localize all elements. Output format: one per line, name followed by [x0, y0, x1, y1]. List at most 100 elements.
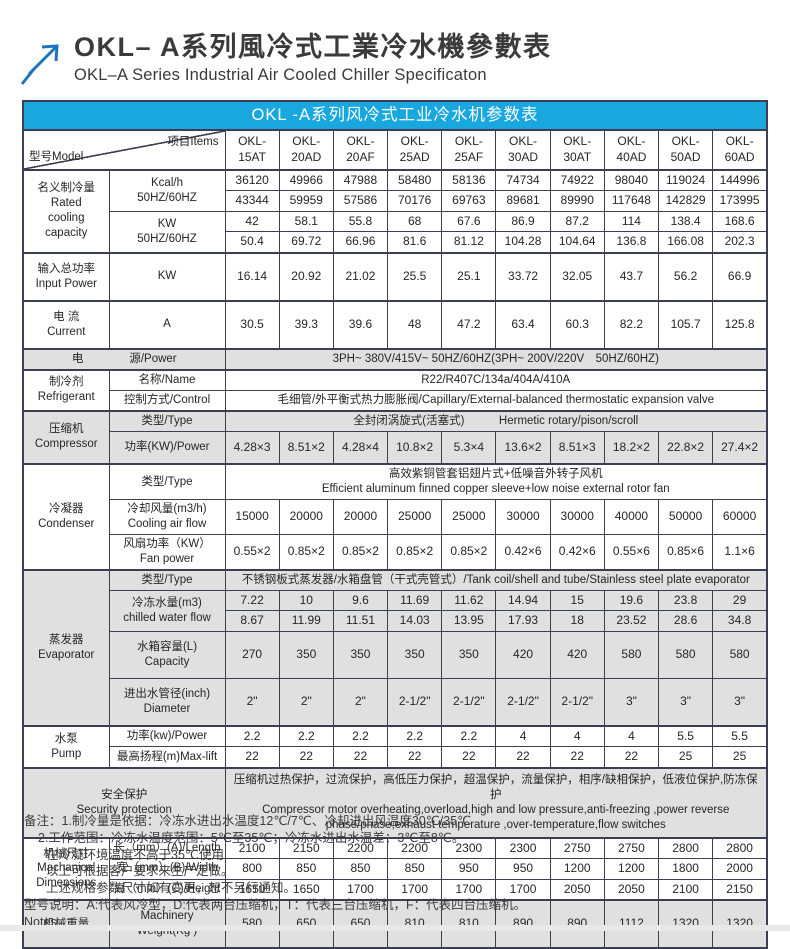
value-cell: 0.55×2 — [224, 533, 280, 571]
item-label: 名称/Name — [108, 368, 226, 391]
value-cell: 87.2 — [549, 210, 605, 233]
value-cell: 30000 — [549, 498, 605, 535]
value-cell: 7.22 — [224, 589, 280, 612]
corner-model-label: 型号Model — [29, 150, 84, 163]
value-cell: 5.5 — [712, 724, 768, 748]
value-cell: 29 — [712, 589, 768, 612]
value-cell: 2-1/2" — [549, 677, 605, 727]
value-span-cell: 全封闭涡旋式(活塞式) Hermetic rotary/pison/scroll — [224, 409, 768, 432]
value-cell: 67.6 — [441, 210, 497, 233]
value-cell: 66.96 — [332, 231, 389, 254]
note-line: 2.工作范围：冷冻水温度范围：5℃至35℃；冷冻水进出水温差：3℃至8℃。 — [38, 830, 465, 845]
item-label: 宽（mm）(B)/Width — [108, 858, 226, 880]
value-cell: 5.5 — [657, 724, 714, 748]
value-cell: 105.7 — [657, 299, 714, 350]
value-cell: 350 — [387, 630, 443, 679]
value-cell: 25.5 — [387, 252, 443, 302]
value-cell: 17.93 — [495, 610, 551, 632]
value-cell: 28.6 — [657, 610, 714, 632]
section-label: 机械尺寸 Machanical Dimensions — [22, 836, 110, 901]
value-cell: 2800 — [657, 836, 714, 860]
section-label: 输入总功率 Input Power — [22, 252, 110, 302]
value-cell: 104.28 — [495, 231, 551, 254]
value-cell: 50000 — [657, 498, 714, 535]
section-label: 蒸发器 Evaporator — [22, 568, 110, 727]
value-cell: 21.02 — [332, 252, 389, 302]
table-row: 冷凝器 Condenser 类型/Type 高效紫铜管套铝翅片式+低噪音外转子风机 Ef… — [22, 463, 768, 571]
item-label: 长（mm）(A)/Length — [108, 836, 226, 860]
corner-cell: 型号Model 项目Items — [22, 129, 226, 171]
value-cell: 30000 — [495, 498, 551, 535]
item-label: 水箱容量(L) Capacity — [108, 630, 226, 679]
value-cell: 43.7 — [603, 252, 660, 302]
value-cell: 136.8 — [603, 231, 660, 254]
value-cell: 2300 — [495, 836, 551, 860]
value-cell: 11.99 — [278, 610, 334, 632]
value-cell: 22 — [224, 746, 280, 769]
value-cell: 0.55×6 — [603, 533, 660, 571]
value-cell: 8.67 — [224, 610, 280, 632]
value-cell: 39.3 — [278, 299, 334, 350]
value-cell: 2.2 — [224, 724, 280, 748]
value-cell: 2200 — [387, 836, 443, 860]
item-label: 功率(KW)/Power — [108, 430, 226, 465]
model-header: OKL- 30AT — [549, 129, 605, 171]
value-cell: 20000 — [278, 498, 334, 535]
table-row: 水箱容量(L) Capacity 270 350 350 350 350 420 420 580 5… — [23, 630, 768, 679]
value-cell: 4.28×3 — [224, 430, 280, 465]
model-header: OKL- 50AD — [657, 129, 714, 171]
model-header: OKL- 20AD — [278, 129, 334, 171]
value-cell: 1200 — [549, 858, 605, 880]
table-row: 电 源/Power 3PH~ 380V/415V~ 50HZ/60HZ(3PH~ … — [22, 347, 768, 371]
value-cell: 2150 — [278, 836, 334, 860]
value-cell: 4 — [549, 724, 605, 748]
value-cell: 20.92 — [278, 252, 334, 302]
value-cell: 25000 — [441, 498, 497, 535]
value-cell: 25 — [712, 746, 768, 769]
value-cell: 2200 — [332, 836, 389, 860]
item-label: Kcal/h 50HZ/60HZ — [108, 168, 226, 212]
value-cell: 2150 — [712, 878, 768, 901]
model-header: OKL- 15AT — [224, 129, 280, 171]
item-label: KW 50HZ/60HZ — [108, 210, 226, 254]
value-cell: 119024 — [657, 168, 714, 192]
value-cell: 69763 — [441, 190, 497, 212]
model-header: OKL- 20AF — [332, 129, 389, 171]
value-cell: 18.2×2 — [603, 430, 660, 465]
arrow-logo-icon — [16, 36, 68, 88]
value-cell: 125.8 — [712, 299, 768, 350]
value-cell: 15 — [549, 589, 605, 612]
table-row: 冷冻水量(m3) chilled water flow 7.22 10 9.6 11.69… — [23, 589, 768, 632]
section-label: 制冷剂 Refrigerant — [22, 368, 110, 412]
value-cell: 43344 — [224, 190, 280, 212]
value-cell: 74922 — [549, 168, 605, 192]
value-cell: 15000 — [224, 498, 280, 535]
table-row: 43344 59959 57586 70176 69763 89681 89990 11764… — [23, 190, 768, 212]
value-cell: 58480 — [387, 168, 443, 192]
page-header: OKL– A系列風冷式工業冷水機參數表 OKL–A Series Industr… — [16, 32, 552, 88]
value-cell: 5.3×4 — [441, 430, 497, 465]
value-cell: 89990 — [549, 190, 605, 212]
value-cell: 68 — [387, 210, 443, 233]
value-cell: 47988 — [332, 168, 389, 192]
value-cell: 0.85×2 — [441, 533, 497, 571]
note-line: 以上可根据客户要求来生产定做。 — [46, 864, 234, 879]
value-cell: 63.4 — [495, 299, 551, 350]
table-row: 电 流 Current A 30.5 39.3 39.6 48 47.2 63.4 60.3 82.… — [22, 299, 768, 350]
value-cell: 4.28×4 — [332, 430, 389, 465]
value-cell: 50.4 — [224, 231, 280, 254]
model-header: OKL- 25AD — [387, 129, 443, 171]
value-cell: 36120 — [224, 168, 280, 192]
value-span-cell: R22/R407C/134a/404A/410A — [224, 368, 768, 391]
table-row: 宽（mm）(B)/Width 800 850 850 850 950 950 1200 1200… — [23, 858, 768, 880]
bottom-strip — [0, 925, 790, 931]
table-row: 制冷剂 Refrigerant 名称/Name R22/R407C/134a/404A… — [22, 368, 768, 412]
value-cell: 2.2 — [332, 724, 389, 748]
item-label: 进出水管径(inch) Diameter — [108, 677, 226, 727]
value-cell: 11.51 — [332, 610, 389, 632]
value-cell: 60.3 — [549, 299, 605, 350]
value-cell: 20000 — [332, 498, 389, 535]
model-header: OKL- 60AD — [712, 129, 768, 171]
value-cell: 2-1/2" — [387, 677, 443, 727]
corner-items-label: 项目Items — [167, 136, 219, 149]
